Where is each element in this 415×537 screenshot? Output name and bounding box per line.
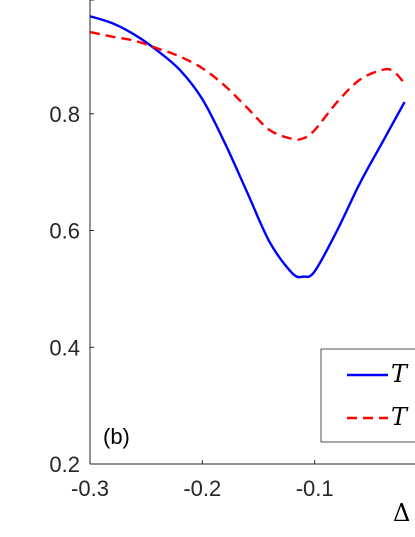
legend: T T [320, 348, 415, 443]
y-tick-label: 0.6 [49, 219, 80, 244]
series-layer [90, 15, 406, 279]
legend-box [320, 348, 415, 443]
panel-label: (b) [103, 424, 130, 449]
y-tick-label: 0.2 [49, 452, 80, 477]
legend-entry-blue: T [391, 360, 409, 388]
y-tick-label: 0.4 [49, 335, 80, 360]
x-axis-label: Δ [393, 499, 410, 527]
axes [89, 0, 415, 465]
x-tick-label: -0.3 [71, 476, 109, 501]
y-tick-label: 0.8 [49, 102, 80, 127]
tick-labels: 0.2 0.4 0.6 0.8 -0.3 -0.2 -0.1 [49, 102, 333, 501]
x-tick-label: -0.2 [183, 476, 221, 501]
x-tick-label: -0.1 [296, 476, 334, 501]
series-line-red [90, 30, 406, 141]
legend-entry-red: T [391, 403, 409, 431]
series-line-blue [90, 15, 406, 279]
